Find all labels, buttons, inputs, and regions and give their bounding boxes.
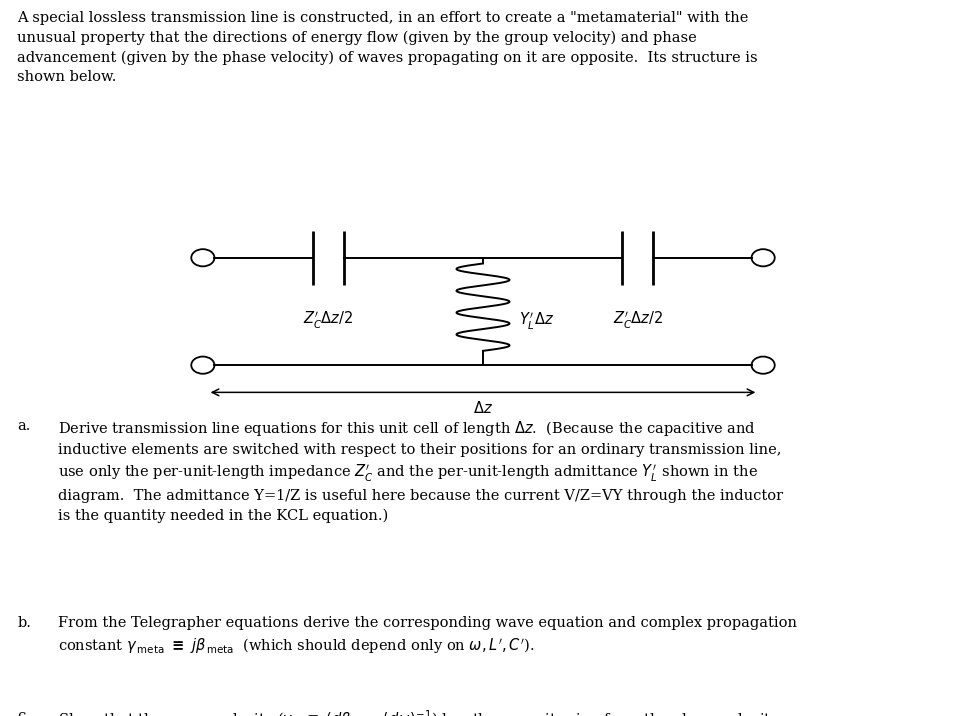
Text: $Z_C'\Delta z/2$: $Z_C'\Delta z/2$ bbox=[612, 310, 663, 331]
Text: b.: b. bbox=[17, 616, 31, 630]
Text: c.: c. bbox=[17, 709, 30, 716]
Text: Derive transmission line equations for this unit cell of length $\Delta z$.  (Be: Derive transmission line equations for t… bbox=[58, 419, 783, 523]
Text: $Z_C'\Delta z/2$: $Z_C'\Delta z/2$ bbox=[303, 310, 354, 331]
Text: From the Telegrapher equations derive the corresponding wave equation and comple: From the Telegrapher equations derive th… bbox=[58, 616, 797, 656]
Text: Show that the group velocity ($v_g$ $\mathbf{\equiv}$ $(d\beta_{\rm\,meta}\,/\,d: Show that the group velocity ($v_g$ $\ma… bbox=[58, 709, 780, 716]
Text: $Y_L'\Delta z$: $Y_L'\Delta z$ bbox=[520, 311, 554, 332]
Text: A special lossless transmission line is constructed, in an effort to create a "m: A special lossless transmission line is … bbox=[17, 11, 758, 84]
Text: $\Delta z$: $\Delta z$ bbox=[473, 400, 493, 415]
Text: a.: a. bbox=[17, 419, 31, 433]
